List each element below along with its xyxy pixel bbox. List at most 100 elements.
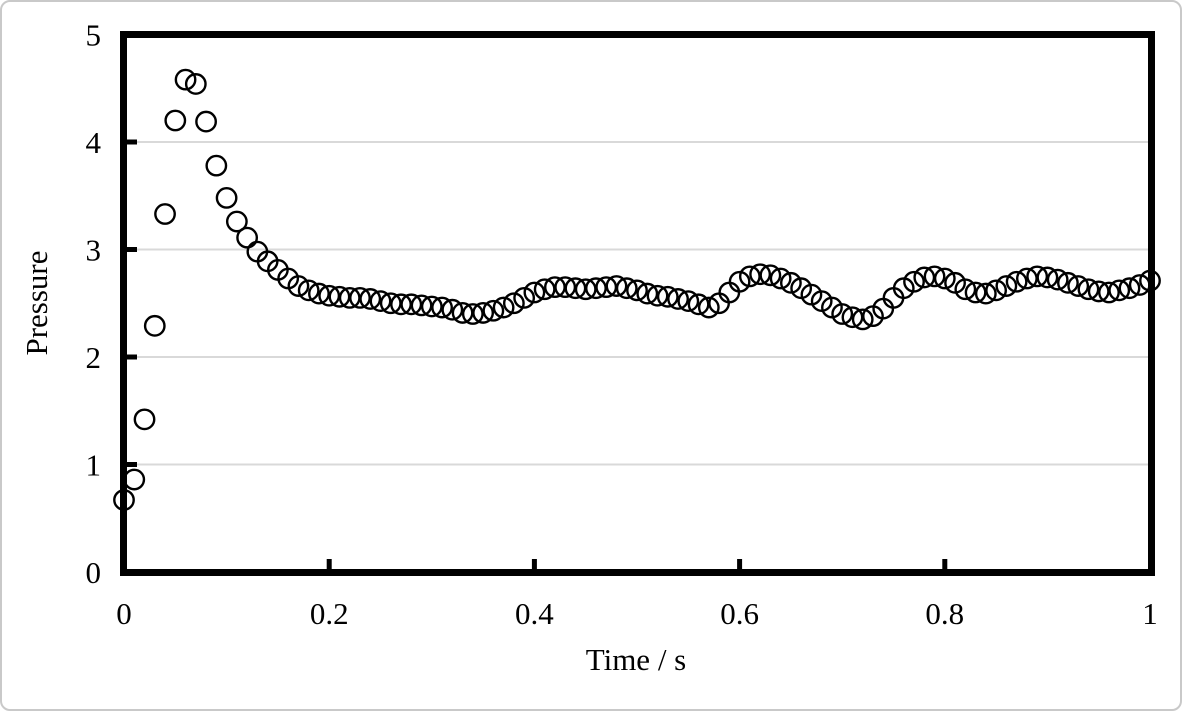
data-point-marker [677, 290, 700, 312]
data-point-marker [923, 265, 946, 288]
data-point-marker [759, 264, 782, 287]
data-point-marker [903, 270, 925, 293]
data-point-marker [1118, 277, 1141, 300]
data-point-marker [1067, 275, 1090, 297]
data-point-marker [523, 281, 546, 304]
data-point-marker [236, 226, 259, 249]
data-point-marker [985, 279, 1007, 302]
data-point-marker [1046, 268, 1069, 291]
y-tick-label: 0 [86, 555, 102, 590]
data-point-marker [954, 278, 977, 301]
data-point-marker [297, 279, 320, 302]
data-point-marker [780, 271, 802, 294]
data-point-marker [1026, 265, 1049, 288]
data-point-marker [492, 296, 515, 319]
data-point-marker [400, 293, 423, 316]
data-point-marker [1057, 271, 1079, 294]
data-point-marker [225, 210, 248, 233]
y-tick-label: 2 [86, 340, 102, 375]
data-point-marker [995, 275, 1018, 297]
data-point-marker [615, 277, 638, 300]
data-point-marker [113, 489, 135, 511]
y-tick-mark [127, 462, 137, 467]
data-point-marker [554, 276, 577, 299]
y-tick-mark [127, 247, 137, 252]
data-point-marker [851, 308, 874, 331]
data-point-marker [472, 302, 494, 324]
x-tick-mark [326, 559, 332, 569]
y-tick-label: 5 [86, 18, 102, 53]
plot-frame [120, 31, 1155, 576]
x-tick-label: 0.4 [515, 596, 554, 631]
data-point-marker [420, 295, 443, 318]
y-tick-mark [127, 139, 137, 145]
data-point-marker [626, 279, 648, 302]
data-point-marker [585, 277, 607, 300]
data-point-marker [974, 282, 997, 305]
x-tick-mark [531, 559, 537, 569]
data-point-marker [349, 286, 371, 309]
data-point-marker [461, 303, 484, 325]
data-point-marker [482, 299, 505, 322]
x-tick-mark [737, 559, 743, 569]
data-point-marker [605, 275, 628, 297]
y-tick-label: 3 [86, 233, 102, 268]
data-point-marker [133, 408, 156, 431]
data-point-marker [287, 275, 310, 297]
data-point-marker [205, 154, 228, 177]
data-point-marker [154, 203, 176, 225]
data-point-marker [1077, 278, 1100, 301]
y-tick-mark [127, 354, 137, 360]
data-point-marker [667, 288, 689, 310]
data-point-marker [1005, 270, 1028, 293]
data-point-marker [184, 73, 207, 95]
data-point-marker [533, 278, 556, 301]
data-point-marker [636, 282, 659, 305]
data-point-marker [502, 292, 525, 315]
data-point-marker [318, 284, 341, 307]
data-point-marker [1036, 266, 1059, 289]
data-point-marker [215, 186, 238, 209]
x-tick-label: 0.8 [925, 596, 964, 631]
x-axis-tick-labels: 0 0.2 0.4 0.6 0.8 1 [116, 596, 1158, 631]
y-tick-label: 4 [86, 125, 102, 160]
x-tick-label: 0.6 [720, 596, 759, 631]
data-point-marker [646, 284, 669, 307]
axis-tick-marks [127, 139, 948, 569]
data-point-marker [1139, 269, 1161, 292]
data-point-marker [933, 267, 956, 290]
y-tick-label: 1 [86, 448, 102, 483]
data-point-marker [718, 281, 741, 304]
data-point-marker [964, 281, 987, 304]
data-point-marker [574, 278, 597, 301]
y-axis-tick-labels: 0 1 2 3 4 5 [86, 18, 102, 591]
data-point-marker [728, 270, 751, 293]
data-point-marker [431, 296, 453, 319]
data-point-marker [359, 288, 382, 310]
data-point-marker [369, 290, 392, 312]
x-tick-label: 0.2 [310, 596, 349, 631]
y-axis-title: Pressure [19, 250, 54, 355]
data-point-marker [1098, 281, 1120, 304]
data-series-pressure [113, 68, 1161, 511]
horizontal-gridlines [127, 141, 1148, 466]
data-point-marker [143, 314, 166, 337]
x-tick-mark [942, 559, 948, 569]
data-point-marker [164, 109, 187, 132]
data-point-marker [697, 296, 720, 319]
data-point-marker [174, 68, 197, 91]
x-axis-title: Time / s [586, 642, 687, 677]
data-point-marker [749, 263, 772, 286]
x-tick-label: 1 [1142, 596, 1158, 631]
data-point-marker [831, 303, 854, 325]
data-point-marker [441, 298, 464, 321]
x-tick-label: 0 [116, 596, 132, 631]
data-point-marker [656, 285, 679, 308]
data-point-marker [308, 282, 330, 305]
data-point-marker [769, 267, 792, 290]
data-point-marker [410, 294, 433, 317]
data-point-marker [1128, 274, 1151, 296]
data-point-marker [513, 286, 536, 309]
